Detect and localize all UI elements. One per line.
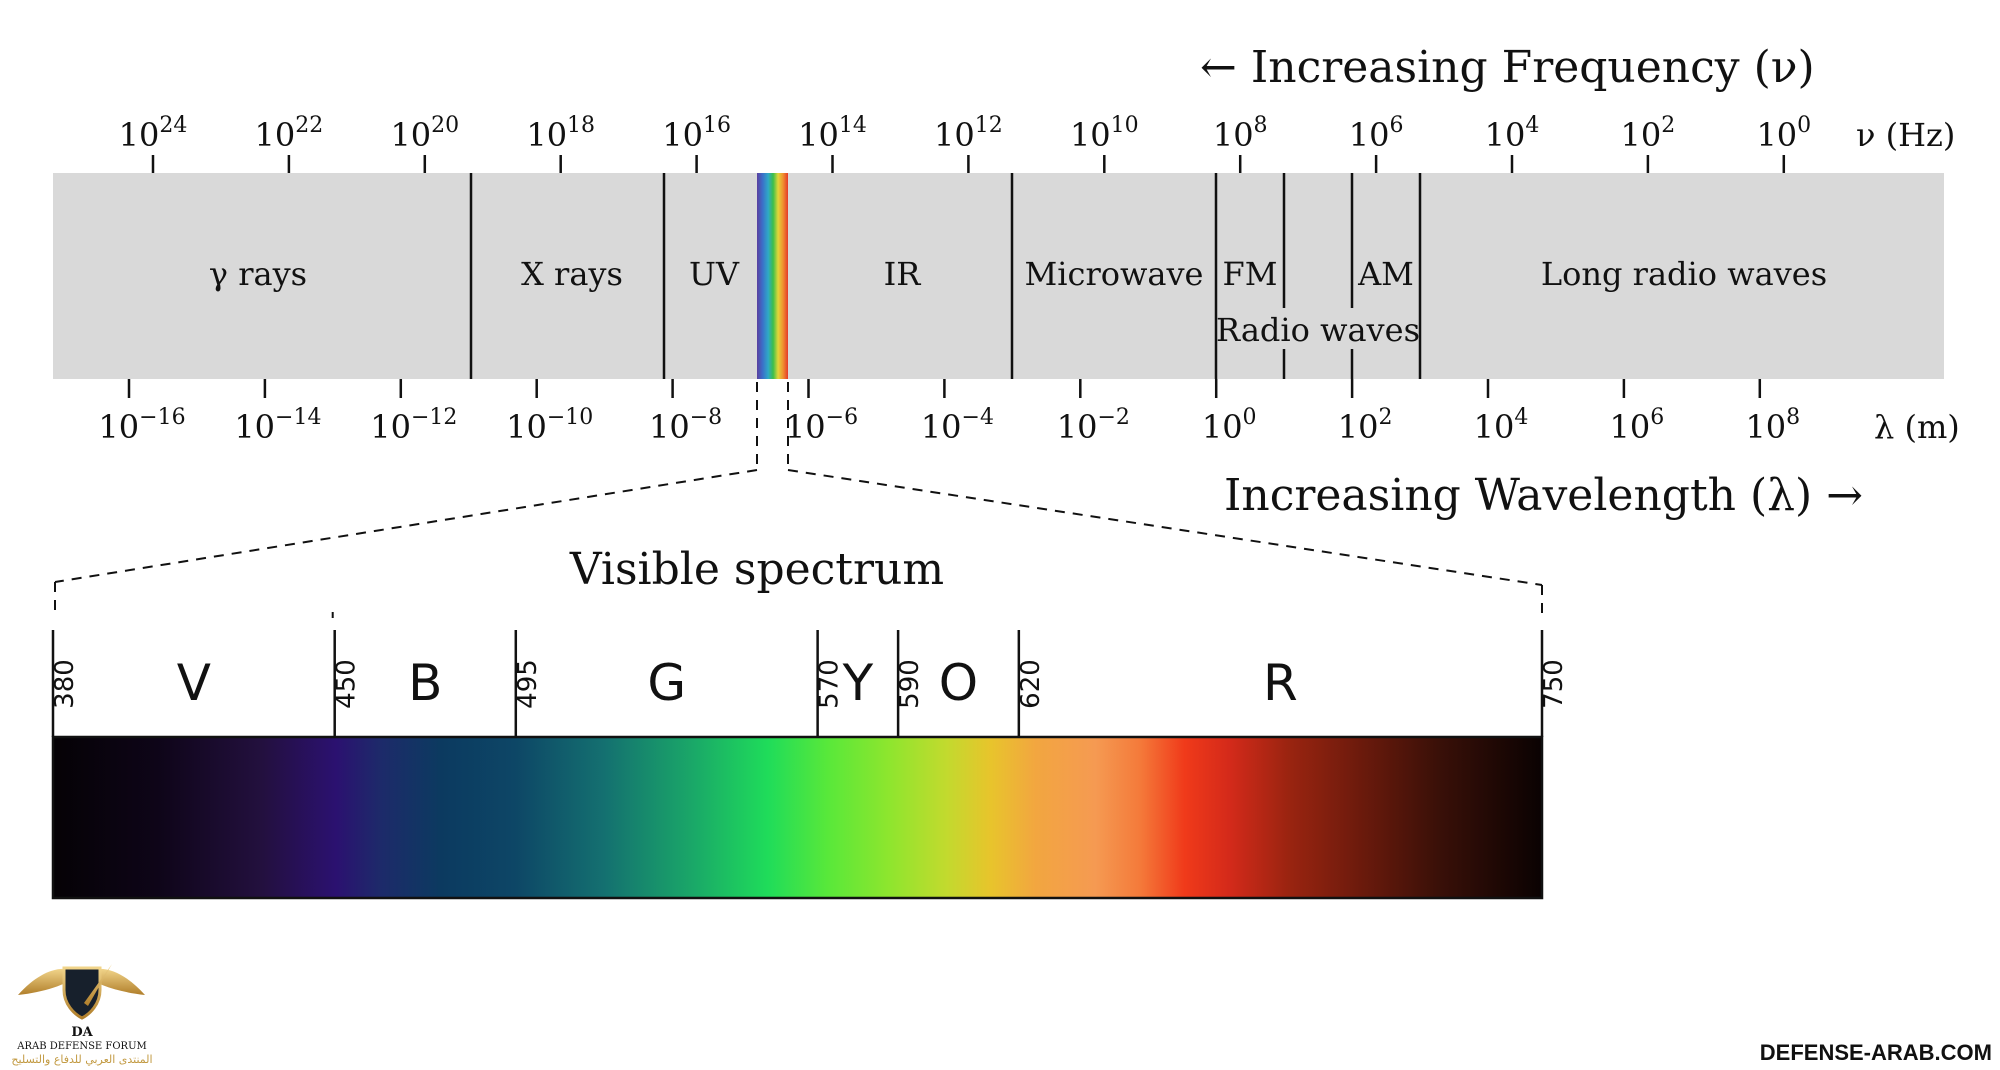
wavelength-axis-title: Increasing Wavelength (λ) → [1224, 470, 1863, 521]
band-ir: IR [884, 255, 922, 293]
visible-boundary-label: 495 [513, 659, 543, 709]
visible-color-label: Y [842, 654, 874, 712]
band-labels: γ rays X rays UV IR Microwave FM AM Long… [209, 255, 1827, 349]
visible-boundary-label: 380 [50, 659, 80, 709]
visible-boundary-label: 570 [815, 659, 845, 709]
band-x-rays: X rays [521, 255, 623, 293]
frequency-tick-label: 1016 [662, 113, 731, 154]
frequency-unit-label: ν (Hz) [1856, 116, 1955, 154]
frequency-tick-label: 108 [1213, 113, 1268, 154]
band-fm: FM [1223, 255, 1278, 293]
visible-boundary-label: 750 [1539, 659, 1569, 709]
frequency-tick-label: 104 [1485, 113, 1540, 154]
frequency-ticks: 1024 1022 1020 1018 1016 1014 1012 1010 108 106 10… [119, 113, 1811, 173]
visible-boundary-label: 620 [1016, 659, 1046, 709]
frequency-tick-label: 1020 [390, 113, 459, 154]
wavelength-tick-label: 102 [1338, 405, 1393, 446]
visible-color-label: G [647, 654, 686, 712]
site-watermark: DEFENSE-ARAB.COM [1760, 1040, 1992, 1065]
logo-initials: DA [71, 1025, 93, 1040]
visible-color-label: B [408, 654, 442, 712]
frequency-tick-label: 102 [1621, 113, 1676, 154]
logo-shield-icon [62, 966, 102, 1020]
band-long-radio-waves: Long radio waves [1541, 255, 1827, 293]
wavelength-tick-label: 108 [1745, 405, 1800, 446]
frequency-tick-label: 1018 [526, 113, 595, 154]
wavelength-tick-label: 10−4 [921, 405, 994, 446]
frequency-tick-label: 100 [1756, 113, 1811, 154]
wavelength-tick-label: 10−8 [649, 405, 722, 446]
wavelength-tick-label: 10−2 [1057, 405, 1130, 446]
arab-defense-forum-logo: DA ARAB DEFENSE FORUM المنتدى العربي للد… [11, 964, 153, 1066]
visible-boundary-label: 590 [895, 659, 925, 709]
visible-rainbow-strip [757, 173, 788, 379]
visible-spectrum-title: Visible spectrum [569, 544, 944, 595]
wavelength-tick-label: 10−14 [234, 405, 321, 446]
wavelength-tick-label: 10−10 [506, 405, 593, 446]
frequency-tick-label: 1014 [798, 113, 867, 154]
band-microwave: Microwave [1025, 255, 1204, 293]
wavelength-tick-label: 10−12 [370, 405, 457, 446]
zoom-line-right-diagonal [787, 469, 1543, 586]
band-radio-waves: Radio waves [1216, 311, 1420, 349]
band-bar [53, 173, 1944, 379]
visible-boundaries: 380 450 495 570 590 620 750 [50, 612, 1569, 737]
zoom-lines [54, 382, 1543, 614]
visible-color-label: V [177, 654, 211, 712]
wavelength-tick-label: 10−6 [785, 405, 858, 446]
band-uv: UV [689, 255, 740, 293]
visible-spectrum-bar [51, 735, 1544, 900]
frequency-tick-label: 1012 [934, 113, 1003, 154]
wavelength-ticks: 10−16 10−14 10−12 10−10 10−8 10−6 10−4 10−2 100 1… [98, 379, 1800, 446]
band-dividers [469, 173, 1422, 379]
wavelength-tick-label: 10−16 [98, 405, 185, 446]
visible-color-label: O [939, 654, 978, 712]
logo-arabic-name: المنتدى العربي للدفاع والتسليح [11, 1053, 152, 1066]
wavelength-tick-label: 100 [1202, 405, 1257, 446]
logo-name: ARAB DEFENSE FORUM [16, 1041, 146, 1052]
band-am: AM [1357, 255, 1414, 293]
frequency-tick-label: 1022 [255, 113, 324, 154]
frequency-tick-label: 106 [1349, 113, 1404, 154]
wavelength-tick-label: 104 [1474, 405, 1529, 446]
frequency-tick-label: 1024 [119, 113, 188, 154]
visible-boundary-label: 450 [332, 659, 362, 709]
logo-sword-icon [84, 964, 112, 1006]
frequency-axis-title: ← Increasing Frequency (ν) [1200, 42, 1815, 93]
band-gamma-rays: γ rays [209, 255, 307, 293]
frequency-tick-label: 1010 [1070, 113, 1139, 154]
wavelength-tick-label: 106 [1610, 405, 1665, 446]
wavelength-unit-label: λ (m) [1874, 408, 1960, 446]
visible-color-label: R [1263, 654, 1298, 712]
